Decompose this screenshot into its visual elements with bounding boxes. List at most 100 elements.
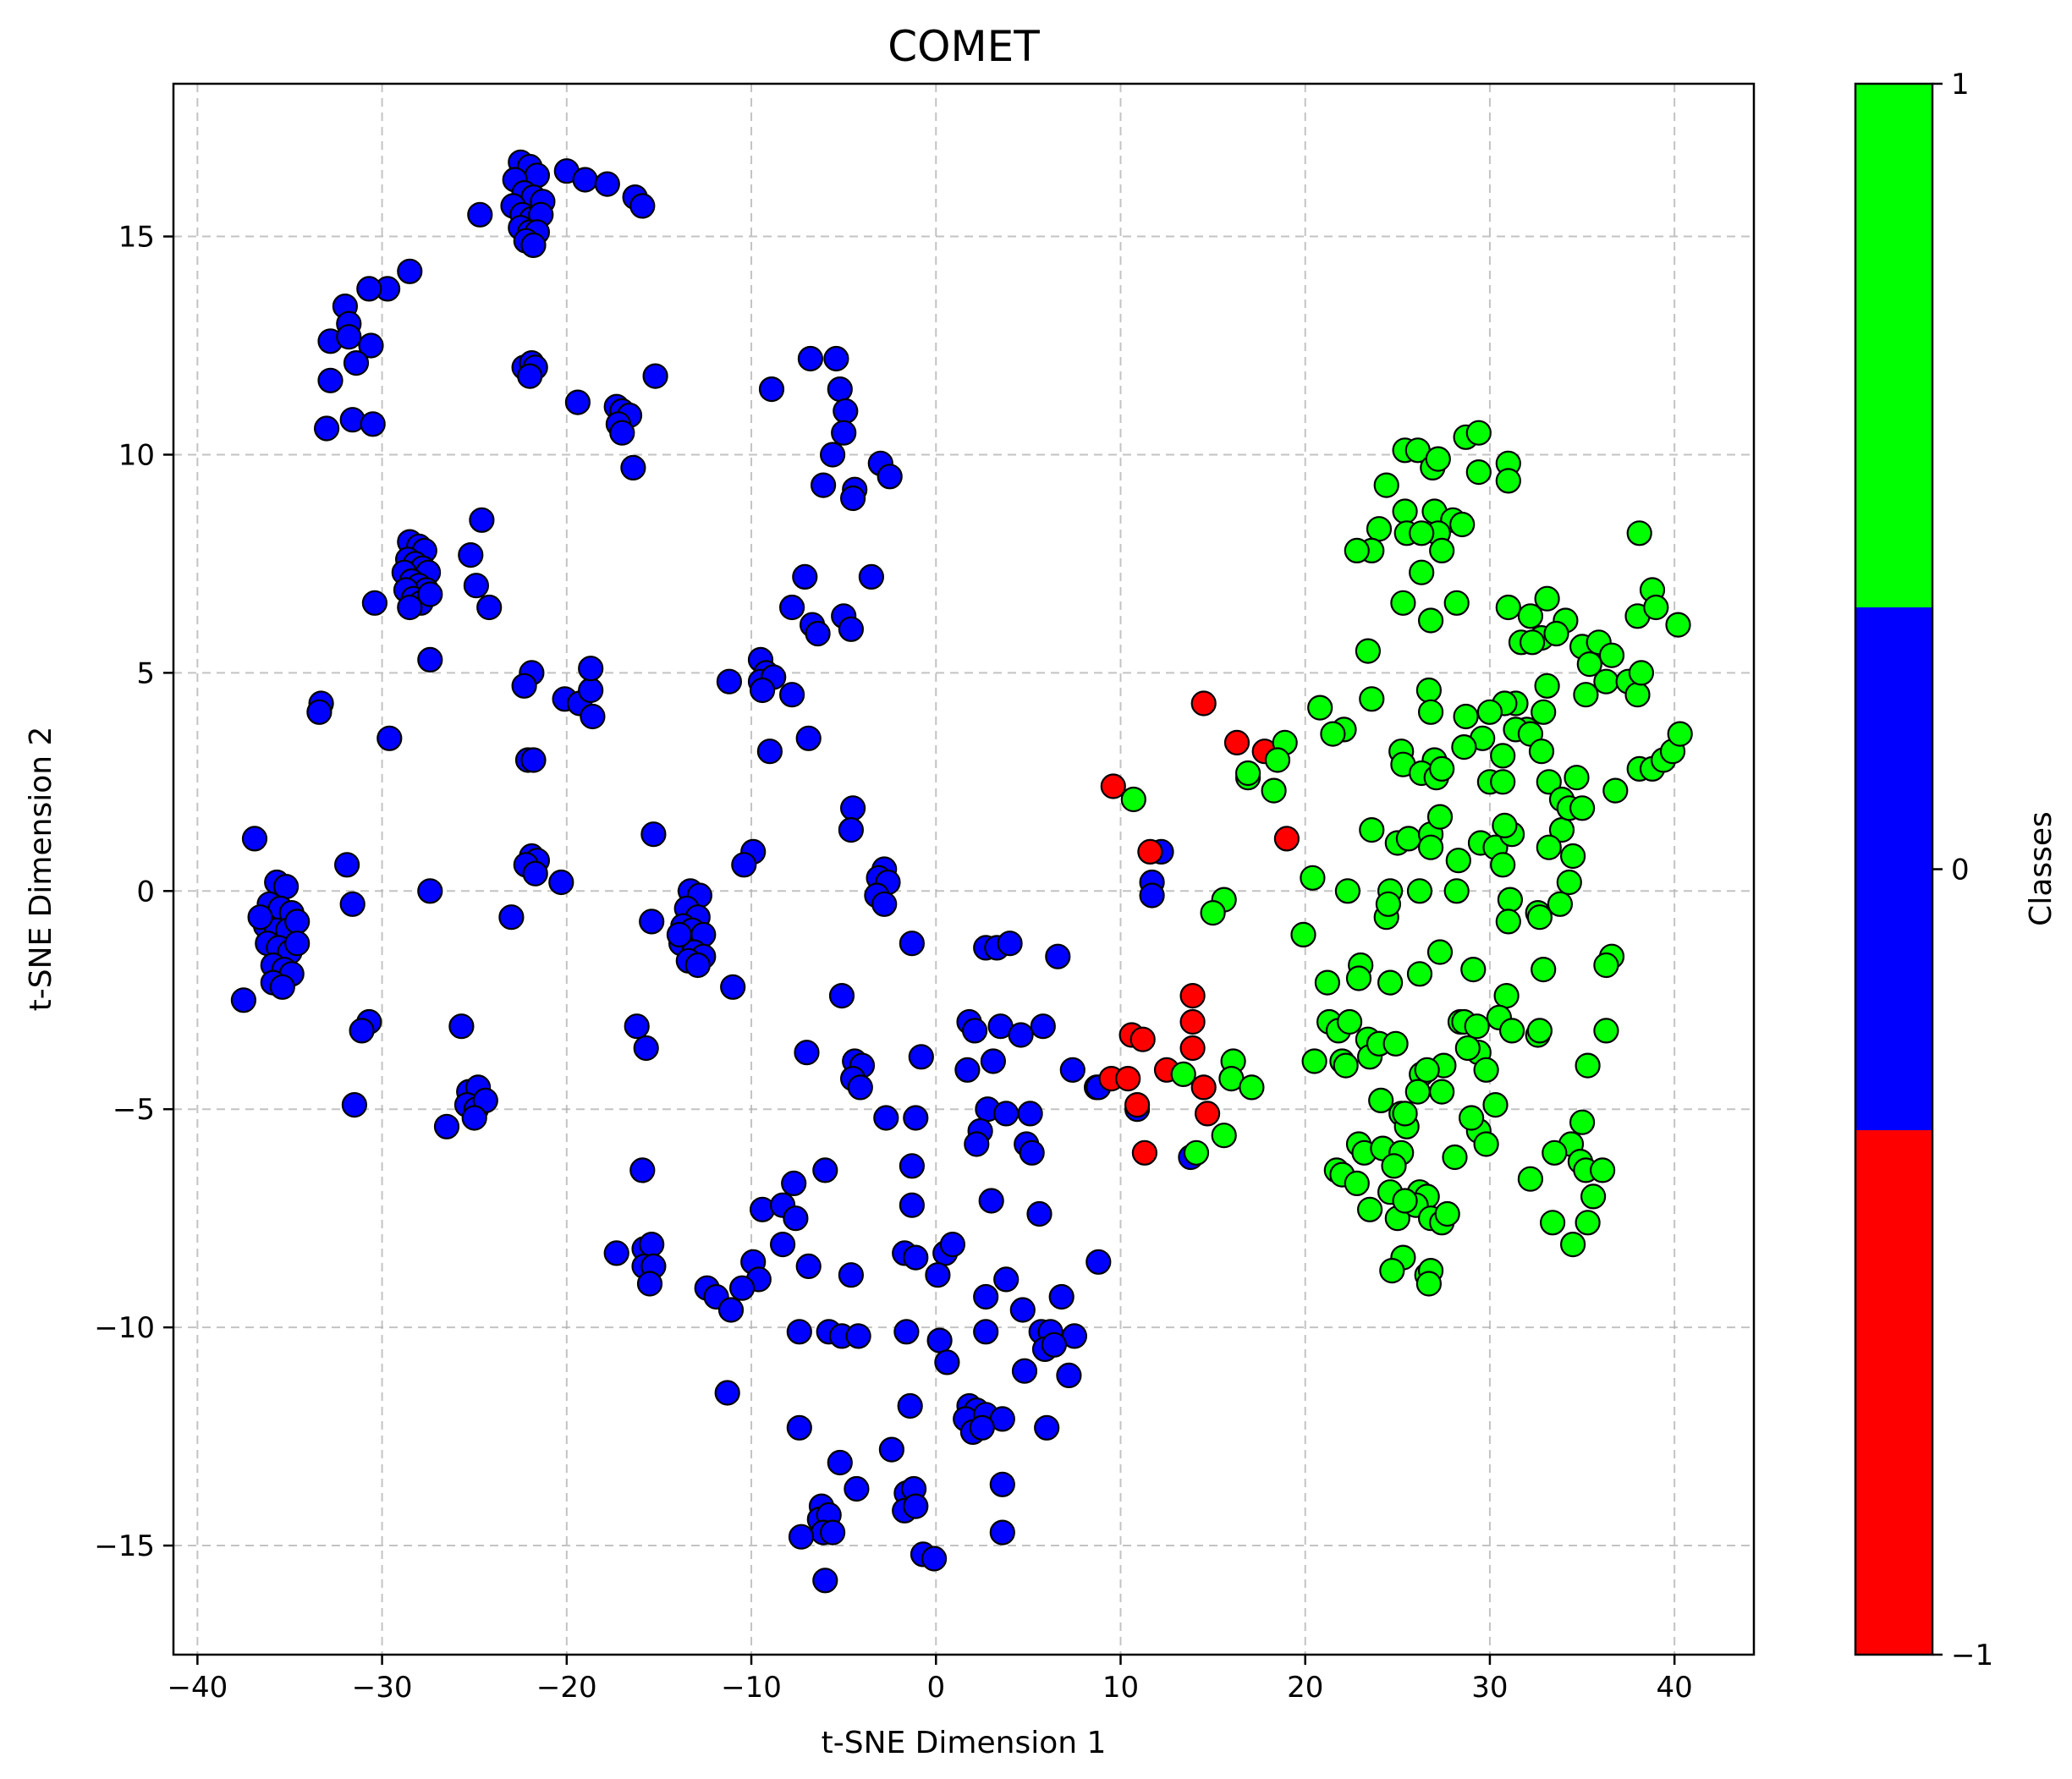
data-point: [1211, 1123, 1237, 1149]
data-point: [1300, 865, 1326, 891]
data-point: [1564, 765, 1590, 791]
data-point: [1556, 869, 1582, 896]
data-point: [925, 1262, 951, 1288]
data-point: [1085, 1249, 1112, 1275]
data-point: [269, 974, 295, 1000]
data-point: [899, 1153, 926, 1179]
data-point: [797, 345, 824, 372]
data-point: [666, 921, 693, 948]
data-point: [1392, 1188, 1418, 1214]
data-point: [1307, 695, 1333, 721]
data-point: [720, 974, 746, 1000]
data-point: [1409, 520, 1435, 546]
data-point: [1454, 1035, 1481, 1062]
data-point: [1115, 1065, 1141, 1092]
data-point: [828, 982, 855, 1009]
data-point: [1017, 1101, 1043, 1127]
data-point: [1234, 760, 1261, 787]
data-point: [1261, 777, 1287, 804]
data-point: [1580, 1183, 1607, 1210]
data-point: [1392, 1101, 1418, 1127]
data-point: [1301, 1048, 1327, 1074]
data-point: [1190, 1074, 1217, 1101]
data-point: [1429, 1079, 1455, 1105]
data-point: [580, 703, 606, 730]
data-point: [639, 1231, 665, 1258]
data-point: [361, 590, 387, 616]
data-point: [778, 682, 805, 708]
data-point: [831, 420, 857, 446]
data-point: [1355, 638, 1382, 664]
data-point: [433, 1113, 460, 1139]
data-point: [1417, 607, 1444, 634]
data-point: [794, 1040, 820, 1066]
data-point: [1373, 472, 1399, 498]
data-point: [978, 1188, 1004, 1214]
data-point: [1495, 594, 1521, 621]
data-point: [463, 573, 490, 599]
data-point: [1542, 1139, 1568, 1166]
data-point: [934, 1349, 960, 1375]
data-point: [1392, 498, 1418, 524]
y-axis-ticks: −15 −10 −5 0 5 10 15: [94, 221, 173, 1563]
data-point: [1576, 651, 1602, 678]
data-point: [284, 931, 311, 957]
data-point: [1445, 848, 1471, 874]
data-point: [1473, 1057, 1499, 1083]
data-point: [1559, 843, 1586, 870]
data-point: [1139, 882, 1165, 909]
data-point: [926, 1327, 953, 1353]
data-point: [1464, 1013, 1490, 1040]
data-point: [893, 1319, 920, 1345]
colorbar-segment-blue: [1855, 607, 1932, 1130]
data-point: [358, 332, 384, 359]
x-tick-label: −10: [721, 1671, 782, 1705]
grid-lines: [173, 84, 1754, 1655]
data-point: [522, 860, 548, 887]
x-axis-title: t-SNE Dimension 1: [822, 1726, 1107, 1760]
data-point: [1131, 1139, 1158, 1166]
data-point: [241, 826, 268, 852]
data-point: [633, 1035, 659, 1062]
colorbar-ticks: −1 0 1: [1932, 68, 1993, 1672]
data-point: [1426, 939, 1454, 965]
data-point: [1124, 1091, 1151, 1118]
data-point: [548, 869, 574, 896]
data-point: [517, 363, 543, 389]
data-point: [1517, 1166, 1544, 1192]
colorbar-tick-label: 0: [1951, 854, 1970, 887]
data-point: [417, 878, 443, 904]
data-point: [1593, 952, 1619, 979]
data-point: [1543, 620, 1569, 647]
x-tick-label: 10: [1102, 1671, 1139, 1705]
data-point: [1333, 1052, 1359, 1079]
data-point: [805, 620, 831, 647]
data-point: [1536, 834, 1562, 860]
data-point: [642, 363, 668, 389]
data-point: [1458, 1105, 1485, 1131]
colorbar-tick-label: −1: [1951, 1639, 1993, 1672]
data-point: [360, 411, 386, 437]
colorbar-segment-green: [1855, 84, 1932, 607]
data-point: [877, 464, 903, 490]
y-tick-label: 15: [118, 221, 155, 255]
data-point: [1194, 1101, 1221, 1127]
data-point: [341, 1091, 367, 1118]
data-point: [230, 987, 256, 1013]
data-point: [1200, 899, 1226, 926]
data-point: [786, 1319, 812, 1345]
data-point: [1179, 1035, 1206, 1062]
data-point: [1449, 511, 1476, 538]
data-point: [1531, 956, 1557, 983]
data-point: [376, 725, 403, 751]
data-point: [795, 725, 822, 751]
data-point: [1009, 1297, 1036, 1323]
data-point: [1366, 516, 1393, 542]
data-point: [758, 376, 785, 403]
colorbar-segment-red: [1855, 1130, 1932, 1655]
data-point: [1390, 590, 1416, 616]
data-point: [1593, 668, 1619, 695]
data-point: [1667, 721, 1693, 747]
data-point: [1320, 721, 1346, 747]
data-point: [1492, 812, 1518, 839]
